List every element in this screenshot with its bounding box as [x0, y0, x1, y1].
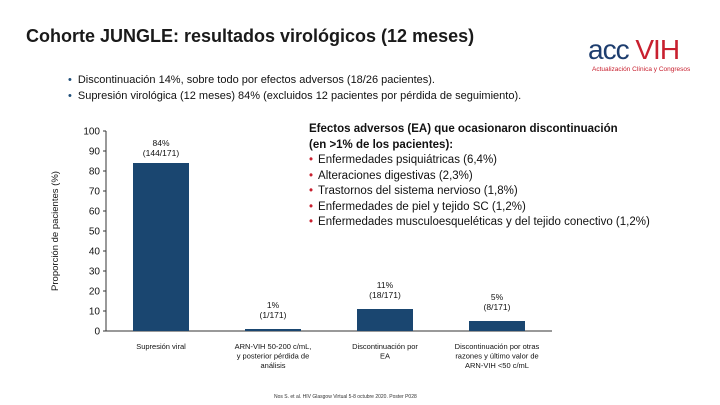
bar-value-label: 5%: [491, 292, 504, 302]
adverse-event-text: Enfermedades musculoesqueléticas y del t…: [318, 216, 650, 228]
logo-subtitle: Actualización Clínica y Congresos: [592, 66, 691, 73]
x-category-label: EA: [380, 352, 390, 361]
bar-4: [469, 321, 525, 331]
adverse-events-heading: Efectos adversos (EA) que ocasionaron di…: [309, 123, 618, 135]
summary-bullet: • Supresión virológica (12 meses) 84% (ex…: [68, 88, 521, 104]
adverse-event-item: • Enfermedades psiquiátricas (6,4%): [309, 153, 650, 169]
bar-value-label: 84%: [152, 138, 169, 148]
adverse-event-text: Trastornos del sistema nervioso (1,8%): [318, 185, 518, 197]
y-tick-label: 10: [89, 307, 101, 318]
y-tick-label: 40: [89, 247, 101, 258]
y-tick-label: 80: [89, 167, 101, 178]
y-tick-label: 20: [89, 287, 101, 298]
bar-1: [133, 163, 189, 331]
y-tick-label: 100: [83, 127, 100, 138]
adverse-event-item: • Trastornos del sistema nervioso (1,8%): [309, 184, 650, 200]
bar-count-label: (144/171): [143, 148, 180, 158]
logo-vih-text: VIH: [635, 34, 680, 65]
adverse-event-text: Enfermedades psiquiátricas (6,4%): [318, 154, 498, 166]
adverse-event-text: Alteraciones digestivas (2,3%): [318, 169, 473, 182]
summary-bullet-text: Discontinuación 14%, sobre todo por efec…: [77, 74, 435, 86]
summary-bullet-text: Supresión virológica (12 meses) 84% (exc…: [77, 90, 522, 102]
x-category-label: análisis: [260, 361, 285, 370]
bullet-icon: •: [309, 169, 314, 182]
x-category-label: Discontinuación por: [352, 342, 418, 351]
x-category-label: razones y último valor de: [455, 352, 538, 361]
bullet-icon: •: [309, 216, 314, 228]
y-tick-label: 50: [89, 227, 101, 238]
slide-title: Cohorte JUNGLE: resultados virológicos (…: [26, 26, 475, 46]
logo-acc-text: acc: [588, 34, 630, 65]
acc-vih-logo: acc VIH Actualización Clínica y Congreso…: [588, 34, 708, 76]
bar-value-label: 1%: [267, 300, 280, 310]
x-category-label: ARN-VIH 50-200 c/mL,: [235, 342, 312, 351]
bullet-icon: •: [309, 200, 314, 213]
adverse-events-box: Efectos adversos (EA) que ocasionaron di…: [309, 122, 650, 231]
y-axis-label: Proporción de pacientes (%): [50, 171, 61, 291]
summary-bullet: • Discontinuación 14%, sobre todo por efe…: [68, 72, 521, 88]
bar-count-label: (8/171): [484, 302, 511, 312]
bullet-icon: •: [68, 90, 72, 102]
adverse-event-item: • Alteraciones digestivas (2,3%): [309, 169, 650, 185]
y-tick-label: 0: [94, 327, 100, 338]
x-category-label: ARN-VIH <50 c/mL: [465, 361, 529, 370]
bullet-icon: •: [309, 154, 314, 166]
bar-2: [245, 329, 301, 331]
adverse-events-heading: (en >1% de los pacientes):: [309, 138, 454, 151]
adverse-event-item: • Enfermedades de piel y tejido SC (1,2%): [309, 200, 650, 216]
footnote-reference: Nos S. et al. HIV Glasgow Virtual 5-8 oc…: [274, 394, 417, 400]
logo-wordmark: acc VIH: [588, 34, 680, 66]
summary-bullets: • Discontinuación 14%, sobre todo por efe…: [68, 72, 521, 104]
bar-value-label: 11%: [377, 280, 394, 290]
x-category-label: y posterior pérdida de: [237, 352, 310, 361]
bar-count-label: (1/171): [260, 310, 287, 320]
bar-3: [357, 309, 413, 331]
adverse-event-item: • Enfermedades musculoesqueléticas y del …: [309, 215, 650, 231]
y-tick-label: 90: [89, 147, 101, 158]
adverse-event-text: Enfermedades de piel y tejido SC (1,2%): [318, 200, 526, 213]
y-tick-label: 60: [89, 207, 101, 218]
x-category-label: Discontinuación por otras: [455, 342, 540, 351]
bullet-icon: •: [68, 74, 72, 86]
y-tick-label: 70: [89, 187, 101, 198]
y-tick-label: 30: [89, 267, 101, 278]
x-category-label: Supresión viral: [136, 342, 186, 351]
bar-count-label: (18/171): [369, 290, 401, 300]
bullet-icon: •: [309, 185, 314, 197]
